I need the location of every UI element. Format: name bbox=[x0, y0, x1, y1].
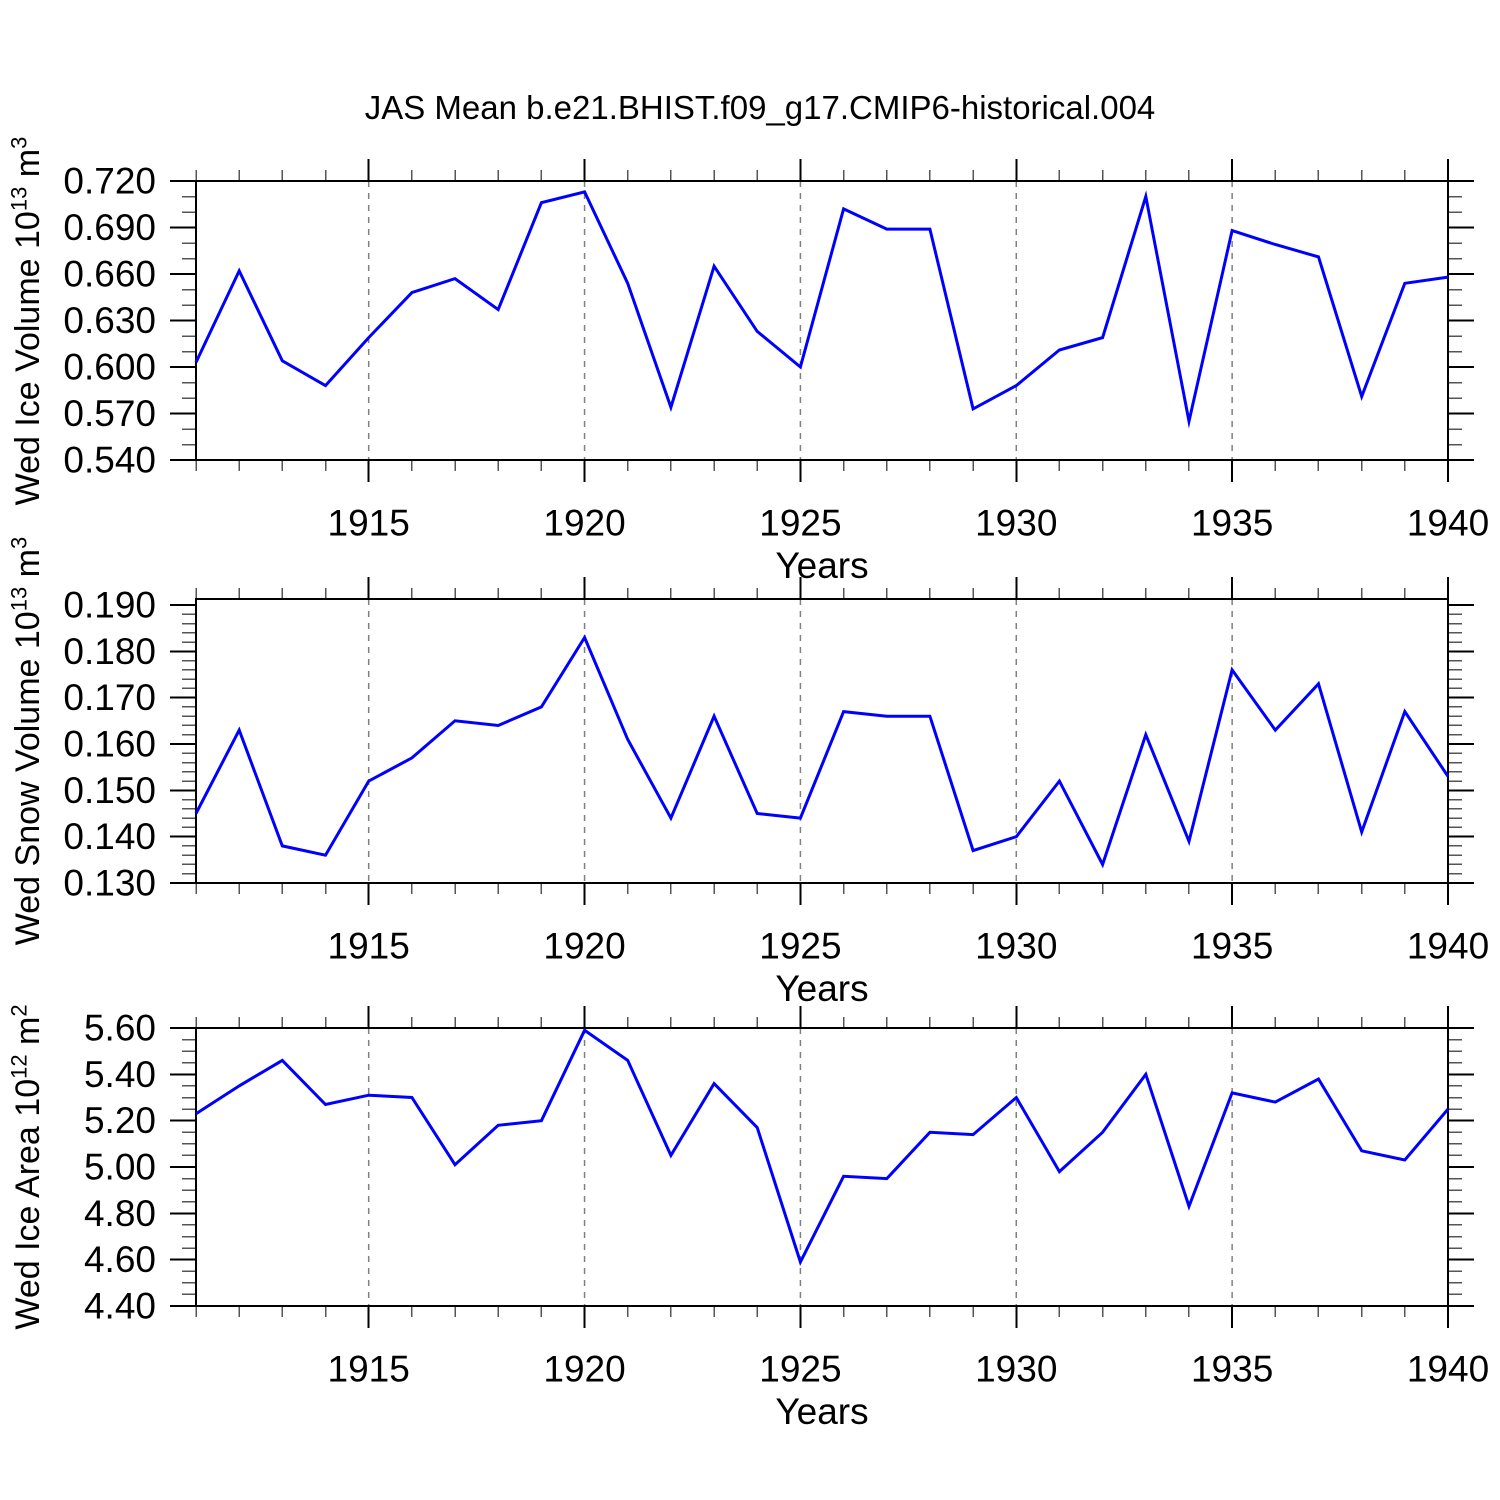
x-axis-title-years-panel3: Years bbox=[775, 1391, 869, 1432]
y-tick-label: 0.170 bbox=[63, 677, 156, 718]
x-tick-label: 1940 bbox=[1407, 503, 1489, 544]
y-tick-label: 0.140 bbox=[63, 816, 156, 857]
x-tick-label: 1935 bbox=[1191, 503, 1273, 544]
x-tick-label: 1930 bbox=[975, 1349, 1057, 1390]
y-tick-label: 0.570 bbox=[63, 393, 156, 434]
y-tick-label: 0.600 bbox=[63, 347, 156, 388]
y-tick-label: 4.80 bbox=[84, 1193, 156, 1234]
x-tick-label: 1935 bbox=[1191, 1349, 1273, 1390]
x-tick-label: 1915 bbox=[328, 503, 410, 544]
x-tick-label: 1940 bbox=[1407, 1349, 1489, 1390]
x-tick-label: 1930 bbox=[975, 926, 1057, 967]
y-tick-label: 5.00 bbox=[84, 1147, 156, 1188]
y-tick-label: 0.630 bbox=[63, 300, 156, 341]
data-series-line-wed-ice-volume bbox=[194, 190, 1449, 429]
y-tick-label: 0.720 bbox=[63, 161, 156, 202]
y-tick-label: 5.40 bbox=[84, 1054, 156, 1095]
data-series-line-wed-ice-area bbox=[195, 1028, 1450, 1266]
x-tick-label: 1935 bbox=[1191, 926, 1273, 967]
x-tick-label: 1925 bbox=[759, 926, 841, 967]
x-tick-label: 1920 bbox=[543, 1349, 625, 1390]
x-tick-label: 1925 bbox=[759, 1349, 841, 1390]
x-tick-label: 1940 bbox=[1407, 926, 1489, 967]
y-tick-label: 5.20 bbox=[84, 1100, 156, 1141]
y-tick-label: 0.150 bbox=[63, 770, 156, 811]
x-tick-label: 1930 bbox=[975, 503, 1057, 544]
y-tick-label: 0.690 bbox=[63, 207, 156, 248]
y-tick-label: 0.540 bbox=[63, 440, 156, 481]
x-axis-title-years-panel2: Years bbox=[775, 968, 869, 1009]
y-axis-title-ice-area: Wed Ice Area 1012 m2 bbox=[6, 1004, 47, 1330]
y-tick-label: 0.160 bbox=[63, 724, 156, 765]
panel-frame bbox=[195, 180, 1449, 461]
x-axis-title-years-panel1: Years bbox=[775, 545, 869, 586]
x-tick-label: 1925 bbox=[759, 503, 841, 544]
x-tick-label: 1915 bbox=[328, 1349, 410, 1390]
y-tick-label: 0.180 bbox=[63, 631, 156, 672]
y-tick-label: 0.190 bbox=[63, 585, 156, 626]
y-tick-label: 0.660 bbox=[63, 254, 156, 295]
y-tick-label: 5.60 bbox=[84, 1008, 156, 1049]
x-tick-label: 1920 bbox=[543, 503, 625, 544]
panel-frame bbox=[195, 1027, 1449, 1307]
x-tick-label: 1920 bbox=[543, 926, 625, 967]
panel-frame bbox=[195, 598, 1449, 884]
chart-title: JAS Mean b.e21.BHIST.f09_g17.CMIP6-histo… bbox=[364, 89, 1156, 126]
x-tick-label: 1915 bbox=[328, 926, 410, 967]
y-tick-label: 4.60 bbox=[84, 1239, 156, 1280]
data-series-line-wed-snow-volume bbox=[194, 634, 1450, 869]
y-tick-label: 0.130 bbox=[63, 863, 156, 904]
y-tick-label: 4.40 bbox=[84, 1286, 156, 1327]
